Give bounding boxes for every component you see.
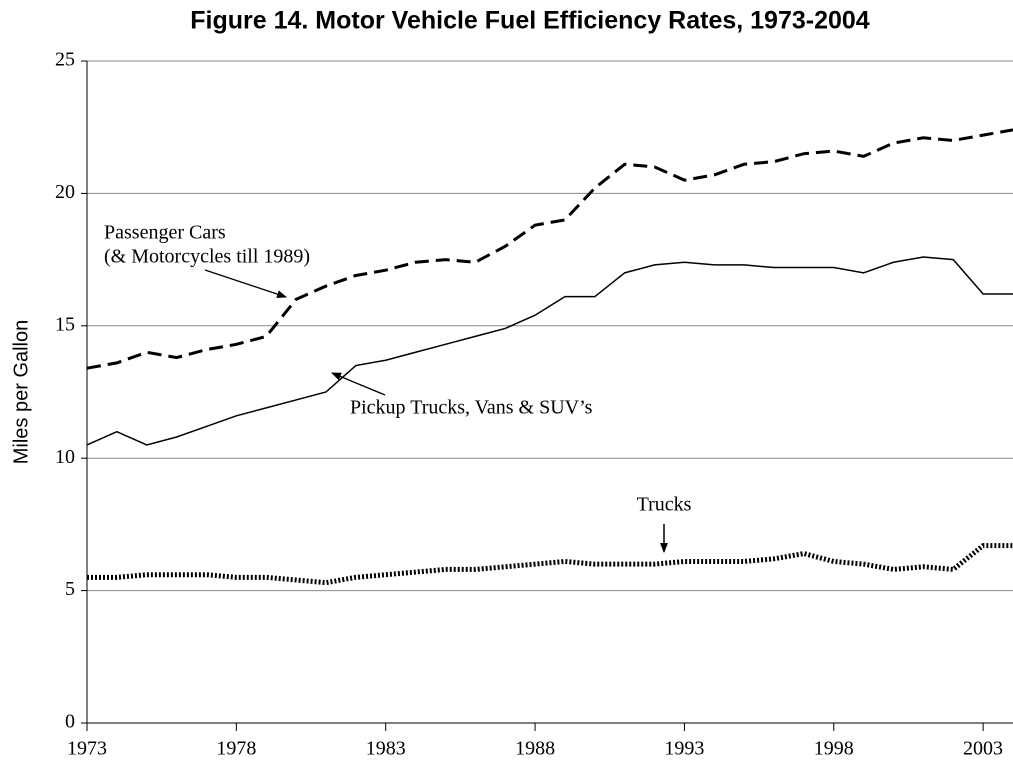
annotation: Trucks <box>637 494 692 516</box>
chart-title: Figure 14. Motor Vehicle Fuel Efficiency… <box>190 7 870 35</box>
x-tick-label: 1998 <box>814 738 854 760</box>
x-tick-label: 1983 <box>366 738 406 760</box>
series-line <box>86 256 1013 446</box>
arrow <box>204 269 287 298</box>
y-tick-label: 15 <box>55 313 75 335</box>
annotation: (& Motorcycles till 1989) <box>104 246 310 268</box>
y-axis-label: Miles per Gallon <box>10 320 32 465</box>
series-line <box>86 128 1013 370</box>
series-line <box>87 543 1013 586</box>
x-tick-label: 1993 <box>664 738 704 760</box>
arrow <box>331 372 386 396</box>
annotation: Passenger Cars <box>104 222 226 244</box>
y-tick-label: 25 <box>55 49 75 71</box>
x-tick-label: 1988 <box>515 738 555 760</box>
x-tick-label: 2003 <box>963 738 1003 760</box>
y-tick-label: 5 <box>65 578 75 600</box>
y-tick-label: 0 <box>65 711 75 733</box>
x-tick-label: 1978 <box>216 738 256 760</box>
annotation: Pickup Trucks, Vans & SUV’s <box>350 397 593 419</box>
y-tick-label: 20 <box>55 181 75 203</box>
x-tick-label: 1973 <box>67 738 107 760</box>
y-tick-label: 10 <box>55 446 75 468</box>
